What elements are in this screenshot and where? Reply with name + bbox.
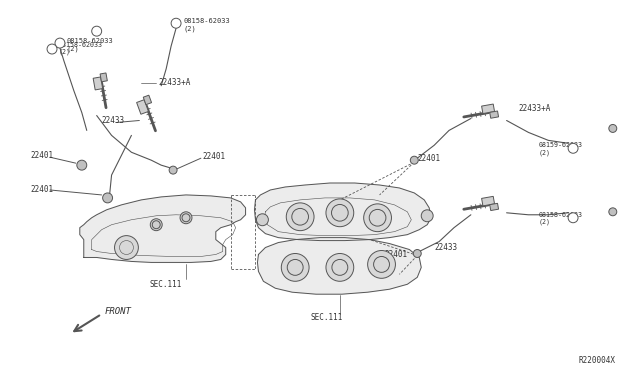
Text: 08158-62033: 08158-62033 bbox=[67, 38, 114, 44]
Circle shape bbox=[77, 160, 87, 170]
Text: B: B bbox=[572, 215, 575, 220]
Polygon shape bbox=[255, 183, 431, 241]
Text: 22401: 22401 bbox=[30, 186, 53, 195]
Polygon shape bbox=[136, 100, 148, 114]
Circle shape bbox=[180, 212, 192, 224]
Circle shape bbox=[364, 204, 392, 232]
Text: R: R bbox=[95, 29, 99, 33]
Text: 22401: 22401 bbox=[385, 250, 408, 259]
Circle shape bbox=[102, 193, 113, 203]
Circle shape bbox=[150, 219, 162, 231]
Circle shape bbox=[92, 26, 102, 36]
Circle shape bbox=[326, 253, 354, 281]
Polygon shape bbox=[143, 95, 152, 105]
Text: 22401: 22401 bbox=[203, 152, 226, 161]
Text: 22433: 22433 bbox=[434, 243, 457, 252]
Text: 08158-62033: 08158-62033 bbox=[183, 18, 230, 24]
Text: (2): (2) bbox=[538, 149, 550, 155]
Circle shape bbox=[257, 214, 268, 226]
Text: 22433: 22433 bbox=[102, 116, 125, 125]
Text: 08159-62033: 08159-62033 bbox=[538, 142, 582, 148]
Circle shape bbox=[171, 18, 181, 28]
Text: 08158-62033: 08158-62033 bbox=[59, 42, 103, 48]
Polygon shape bbox=[257, 238, 421, 294]
Circle shape bbox=[169, 166, 177, 174]
Text: (2): (2) bbox=[183, 26, 196, 32]
Polygon shape bbox=[80, 195, 246, 262]
Polygon shape bbox=[100, 73, 108, 82]
Text: SEC.111: SEC.111 bbox=[310, 312, 342, 321]
Text: (2): (2) bbox=[67, 46, 79, 52]
Text: FRONT: FRONT bbox=[104, 307, 131, 315]
Circle shape bbox=[367, 250, 396, 278]
Circle shape bbox=[410, 156, 419, 164]
Text: B: B bbox=[572, 146, 575, 151]
Text: 22401: 22401 bbox=[30, 151, 53, 160]
Text: R: R bbox=[58, 41, 62, 46]
Text: 22401: 22401 bbox=[417, 154, 440, 163]
Text: (2): (2) bbox=[538, 218, 550, 225]
Circle shape bbox=[47, 44, 57, 54]
Text: 08158-62033: 08158-62033 bbox=[538, 212, 582, 218]
Text: R: R bbox=[50, 46, 54, 52]
Polygon shape bbox=[93, 77, 102, 90]
Circle shape bbox=[609, 208, 617, 216]
Polygon shape bbox=[490, 203, 499, 211]
Circle shape bbox=[413, 250, 421, 257]
Text: SEC.111: SEC.111 bbox=[149, 280, 182, 289]
Circle shape bbox=[326, 199, 354, 227]
Circle shape bbox=[286, 203, 314, 231]
Circle shape bbox=[568, 143, 578, 153]
Text: B: B bbox=[174, 21, 178, 26]
Text: (2): (2) bbox=[59, 49, 71, 55]
Circle shape bbox=[609, 125, 617, 132]
Circle shape bbox=[282, 253, 309, 281]
Text: R220004X: R220004X bbox=[578, 356, 615, 365]
Polygon shape bbox=[481, 104, 495, 113]
Text: 22433+A: 22433+A bbox=[518, 104, 551, 113]
Polygon shape bbox=[490, 111, 499, 118]
Circle shape bbox=[568, 213, 578, 223]
Circle shape bbox=[55, 38, 65, 48]
Circle shape bbox=[115, 235, 138, 259]
Polygon shape bbox=[481, 196, 495, 206]
Circle shape bbox=[421, 210, 433, 222]
Text: 22433+A: 22433+A bbox=[158, 78, 191, 87]
